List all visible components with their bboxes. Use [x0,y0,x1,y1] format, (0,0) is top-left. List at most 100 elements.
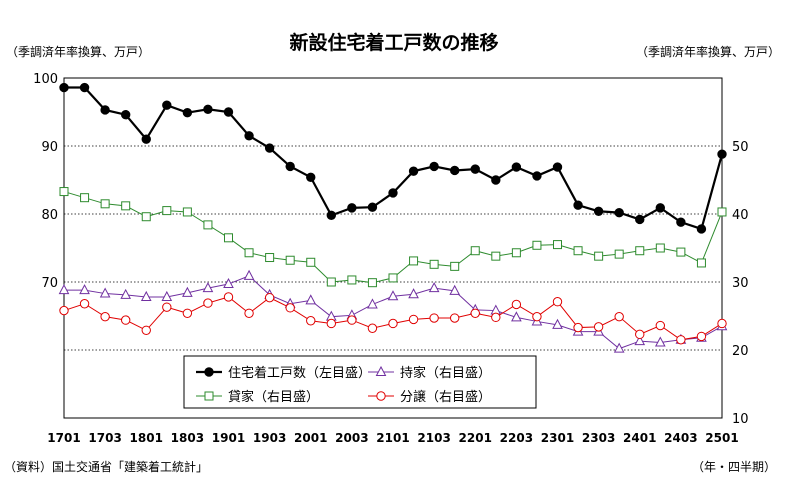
series-1 [59,82,727,234]
data-point [203,220,213,230]
data-point [470,246,480,256]
data-point [59,187,69,197]
data-point [388,318,398,329]
legend-entry: 分譲（右目盛） [368,389,491,405]
data-point [202,282,214,293]
legend-swatch-marker [204,391,214,401]
data-point [367,298,378,309]
x-axis-unit-label: （年・四半期） [692,460,776,474]
x-tick-label: 2101 [376,431,409,445]
series-2 [58,269,728,353]
data-point [408,314,419,325]
data-point [79,82,90,93]
data-point [470,164,480,174]
right-tick-label: 30 [732,276,749,291]
data-point [367,323,378,333]
data-point [634,335,646,346]
data-point [552,162,563,172]
left-axis-unit-label: （季調済年率換算、万戸） [6,44,150,59]
data-point [449,284,461,295]
data-point [120,315,131,325]
left-tick-label: 70 [41,276,58,291]
data-point [491,175,501,185]
x-tick-label: 2003 [335,431,368,445]
data-point [80,193,90,203]
data-point [59,82,69,93]
x-tick-label: 1703 [88,431,121,445]
data-point [203,298,213,308]
data-point [100,311,110,322]
data-point [367,278,377,288]
data-point [162,206,172,216]
x-tick-label: 2201 [459,431,492,445]
data-point [182,207,192,217]
x-tick-label: 2501 [705,431,738,445]
legend-label: 持家（右目盛） [400,365,491,381]
data-point [491,251,501,261]
data-point [182,308,193,318]
data-point [244,131,254,141]
data-point [511,299,522,310]
data-point [717,207,727,217]
data-point [449,165,460,176]
data-point [573,200,583,210]
data-point [408,288,419,299]
data-point [717,318,727,329]
data-point [532,311,542,322]
data-point [553,240,562,250]
data-point [491,312,501,323]
legend: 住宅着工戸数（左目盛） 持家（右目盛） 貸家（右目盛） 分譲（右目盛） [183,355,537,409]
plot-frame [63,77,723,419]
data-point [409,256,419,266]
data-point [347,315,357,325]
data-point [100,105,110,115]
x-tick-label: 1801 [130,431,163,445]
data-point [285,255,295,265]
legend-entry: 持家（右目盛） [368,365,491,381]
data-point [326,210,337,221]
data-point [573,246,583,256]
x-tick-label: 2301 [541,431,574,445]
data-point [552,318,563,329]
data-point [594,251,604,261]
data-point [326,277,336,287]
x-tick-label: 1903 [253,431,286,445]
data-point [696,258,706,268]
data-point [450,261,460,271]
data-point [696,331,707,342]
left-tick-label: 80 [41,208,58,223]
right-tick-label: 20 [732,344,749,359]
data-point [223,277,234,289]
right-tick-label: 50 [732,140,749,155]
data-point [532,171,542,181]
data-point [161,290,173,301]
data-point [224,233,233,243]
data-point [121,201,131,211]
data-point [58,284,70,295]
data-point [429,161,439,172]
x-tick-label: 2203 [500,431,533,445]
data-point [655,203,666,213]
data-point [387,290,399,301]
data-point [635,214,645,225]
legend-label: 住宅着工戸数（左目盛） [228,365,371,381]
data-point [532,240,542,250]
data-point [120,288,132,299]
x-tick-label: 2403 [664,431,697,445]
data-point [285,303,295,313]
data-point [593,206,604,216]
data-point [59,305,69,316]
data-point [449,313,460,323]
data-point [243,269,255,280]
data-point [79,284,90,295]
x-tick-label: 1701 [47,431,80,445]
data-point [676,217,686,227]
data-point [265,253,275,263]
data-point [223,107,234,117]
data-point [141,134,151,144]
data-point [429,313,439,323]
data-point [676,335,686,345]
data-point [388,273,398,283]
data-point [635,246,645,256]
